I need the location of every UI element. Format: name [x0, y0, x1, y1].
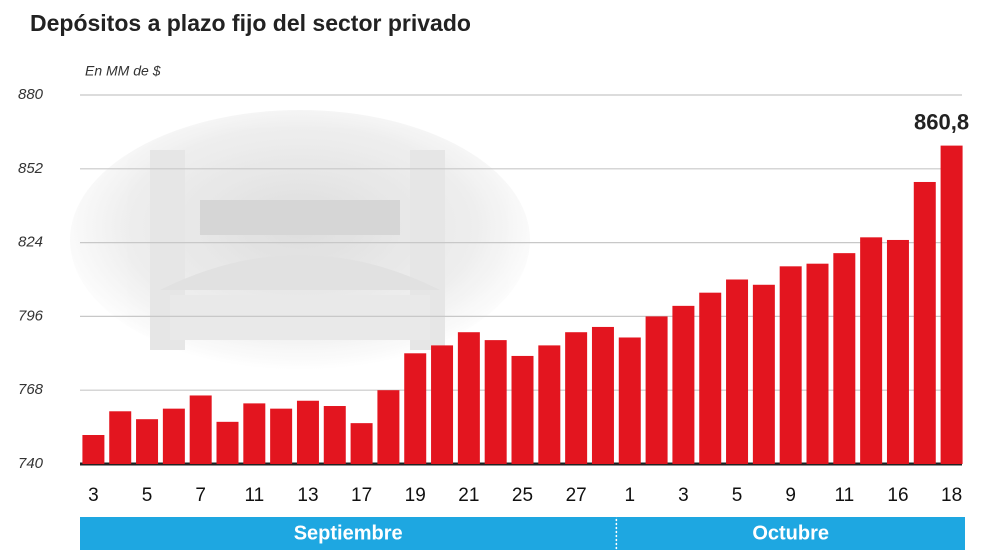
bar	[136, 419, 159, 464]
bar	[538, 345, 561, 464]
x-tick-label: 3	[678, 485, 689, 506]
x-tick-label: 27	[566, 485, 587, 506]
x-tick-label: 18	[941, 485, 962, 506]
bar	[886, 239, 909, 464]
bar	[591, 326, 614, 464]
bar	[699, 292, 722, 464]
bar	[672, 305, 695, 464]
x-tick-label: 21	[458, 485, 479, 506]
x-tick-label: 7	[195, 485, 206, 506]
x-tick-label: 13	[297, 485, 318, 506]
bar	[940, 145, 963, 464]
month-label: Octubre	[752, 522, 829, 544]
unit-label: En MM de $	[85, 63, 161, 79]
x-tick-label: 19	[405, 485, 426, 506]
month-label: Septiembre	[294, 522, 403, 544]
background-photo	[70, 110, 530, 370]
bar	[511, 355, 534, 464]
y-tick-label: 796	[18, 307, 44, 324]
y-tick-label: 880	[18, 86, 44, 103]
x-tick-label: 5	[142, 485, 153, 506]
x-tick-label: 17	[351, 485, 372, 506]
x-tick-label: 25	[512, 485, 533, 506]
month-band	[616, 517, 965, 550]
bar	[431, 345, 454, 464]
x-tick-label: 16	[887, 485, 908, 506]
x-tick-label: 1	[624, 485, 635, 506]
bar	[162, 408, 185, 464]
x-tick-label: 5	[732, 485, 743, 506]
x-tick-label: 3	[88, 485, 99, 506]
bar	[243, 403, 266, 464]
bar	[270, 408, 293, 464]
month-band	[80, 517, 617, 550]
bar	[726, 279, 749, 464]
bar	[806, 263, 829, 464]
x-tick-label: 11	[244, 485, 264, 506]
y-tick-label: 852	[18, 160, 44, 177]
bar	[82, 435, 105, 464]
bar	[913, 181, 936, 464]
bar	[860, 237, 883, 464]
value-label: 860,8	[914, 109, 969, 134]
bar	[484, 340, 507, 464]
bar	[645, 316, 668, 464]
chart-title: Depósitos a plazo fijo del sector privad…	[30, 10, 471, 36]
bar	[833, 253, 856, 464]
y-tick-label: 740	[18, 455, 44, 472]
bar	[779, 266, 802, 464]
x-tick-label: 11	[834, 485, 854, 506]
bar	[323, 406, 346, 464]
y-tick-label: 824	[18, 234, 43, 251]
bar	[404, 353, 427, 464]
bar	[189, 395, 212, 464]
bar	[216, 421, 239, 464]
y-tick-label: 768	[18, 381, 44, 398]
bar	[296, 400, 319, 464]
bar	[457, 332, 480, 464]
x-tick-label: 9	[785, 485, 796, 506]
bar	[565, 332, 588, 464]
bar	[109, 411, 132, 464]
bar	[618, 337, 641, 464]
bar	[377, 390, 400, 464]
bar	[350, 423, 373, 464]
bar	[752, 284, 775, 464]
